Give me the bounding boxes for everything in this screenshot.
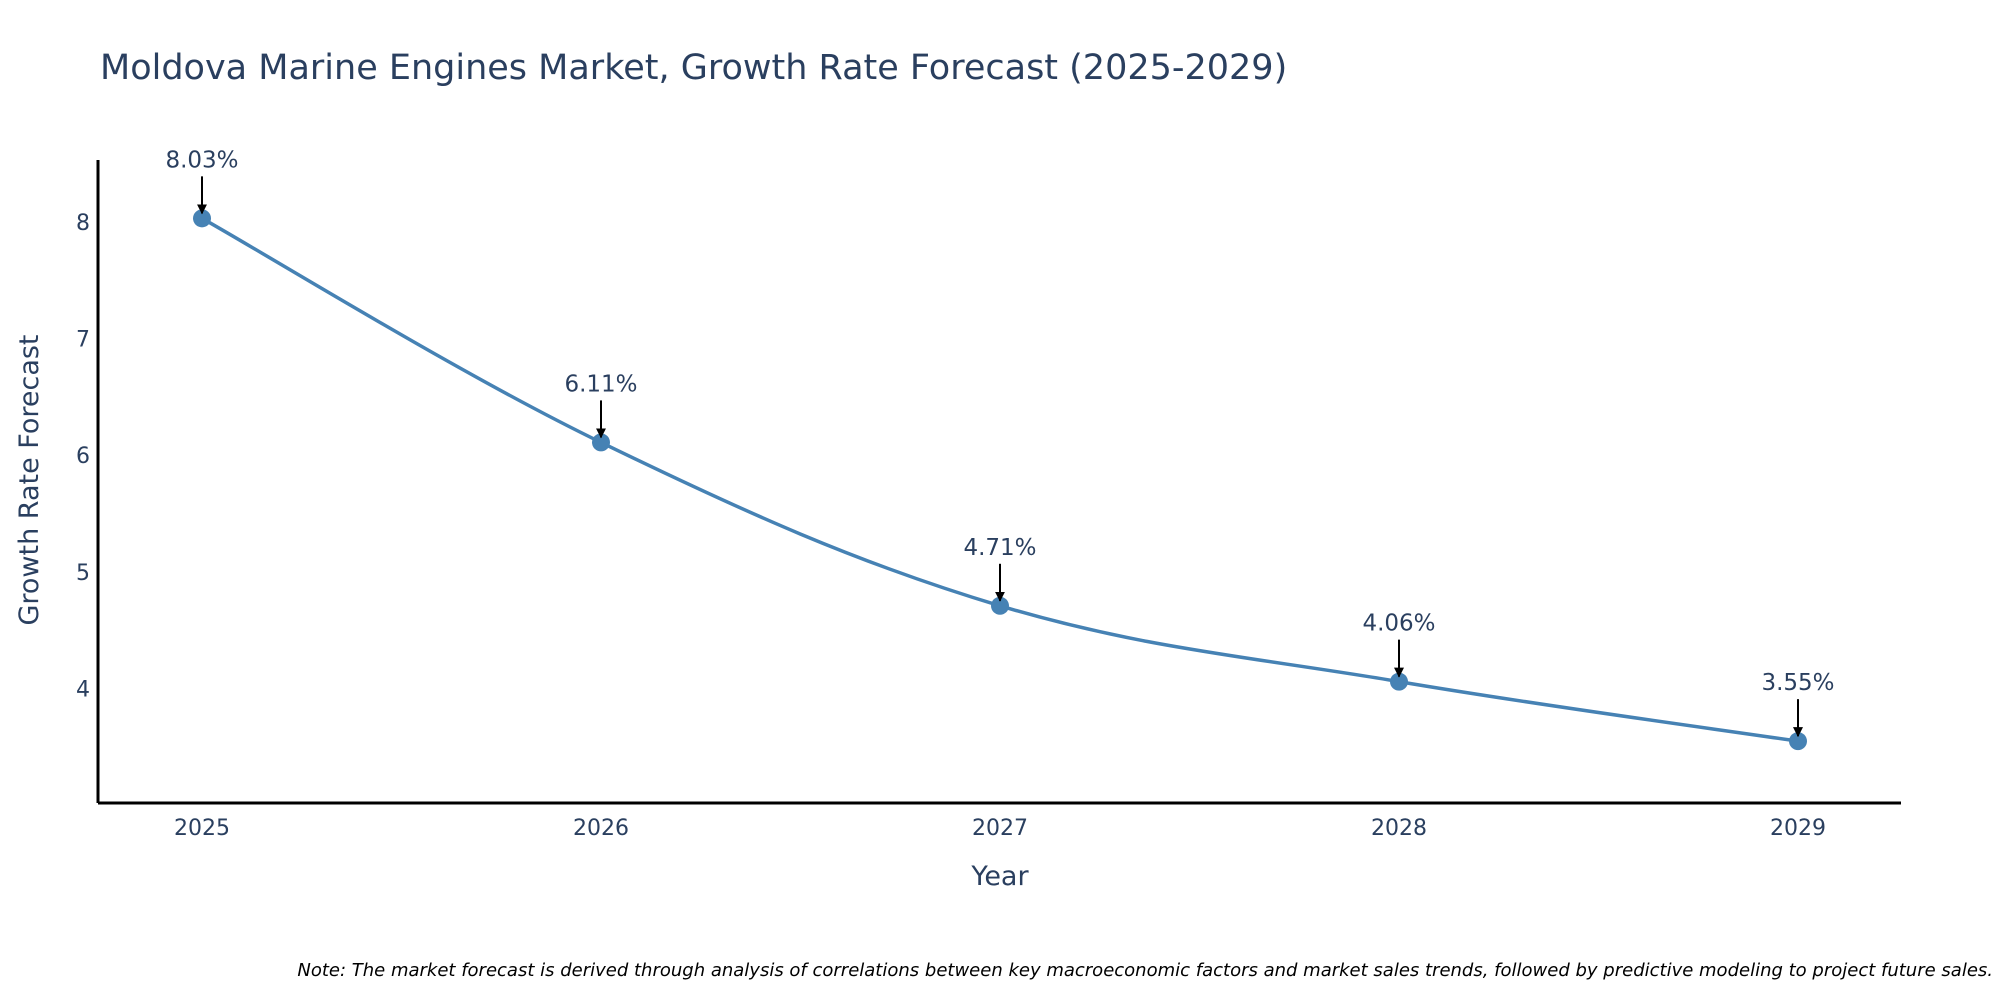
footnote: Note: The market forecast is derived thr… [297,960,1993,981]
data-label: 6.11% [564,371,637,397]
y-tick-label: 4 [76,678,90,703]
chart-title: Moldova Marine Engines Market, Growth Ra… [100,48,1287,88]
data-label: 8.03% [165,147,238,173]
y-tick-label: 6 [76,444,90,469]
y-tick-label: 5 [76,561,90,586]
x-tick-label: 2028 [1371,816,1427,841]
x-tick-label: 2027 [972,816,1028,841]
data-label: 3.55% [1761,670,1834,696]
plot-area: 4 5 6 7 8 2025 2026 2027 2028 2029 8.03% 6.11% 4.71%… [76,147,1835,841]
y-axis-title: Growth Rate Forecast [14,334,45,625]
data-label: 4.71% [963,535,1036,561]
y-tick-label: 8 [76,211,90,236]
y-tick-label: 7 [76,328,90,353]
x-tick-label: 2026 [573,816,629,841]
x-tick-label: 2029 [1770,816,1826,841]
series-line [201,216,1799,743]
data-label: 4.06% [1362,611,1435,637]
x-axis-title: Year [970,861,1029,892]
x-tick-label: 2025 [174,816,230,841]
